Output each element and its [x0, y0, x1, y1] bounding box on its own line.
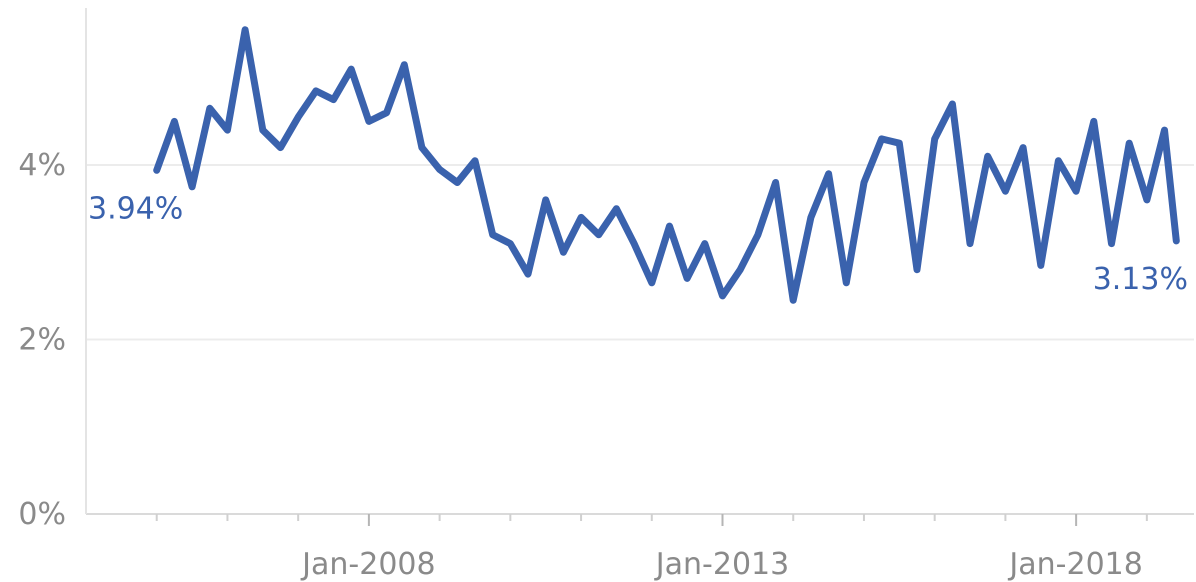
data-point: [701, 240, 708, 247]
data-point: [790, 297, 797, 304]
data-point: [666, 223, 673, 230]
data-point: [454, 179, 461, 186]
data-point: [1090, 118, 1097, 125]
data-point: [1020, 144, 1027, 151]
data-point: [931, 135, 938, 142]
y-tick-label: 0%: [18, 497, 66, 532]
data-point: [772, 179, 779, 186]
y-tick-label: 2%: [18, 323, 66, 358]
data-point: [737, 266, 744, 273]
data-point: [295, 114, 302, 121]
data-point: [365, 118, 372, 125]
data-point: [613, 205, 620, 212]
data-point: [153, 167, 160, 174]
data-point: [560, 249, 567, 256]
data-point: [719, 292, 726, 299]
data-point: [1161, 127, 1168, 134]
data-point: [1143, 196, 1150, 203]
y-tick-labels: 0% 2% 4%: [18, 148, 66, 532]
data-point: [878, 135, 885, 142]
data-point: [401, 61, 408, 68]
data-point: [507, 240, 514, 247]
data-point: [436, 166, 443, 173]
data-point: [242, 26, 249, 33]
data-point: [595, 231, 602, 238]
data-point: [1173, 237, 1180, 244]
data-point: [843, 279, 850, 286]
data-point: [1002, 188, 1009, 195]
data-point: [348, 66, 355, 73]
data-point: [754, 231, 761, 238]
data-point: [259, 127, 266, 134]
data-point: [825, 170, 832, 177]
data-point: [578, 214, 585, 221]
data-point: [1055, 157, 1062, 164]
data-point: [224, 127, 231, 134]
data-point: [489, 231, 496, 238]
data-point: [914, 266, 921, 273]
data-point: [1073, 188, 1080, 195]
x-tick-label: Jan-2013: [654, 547, 789, 582]
data-point: [1108, 240, 1115, 247]
series-layer: [153, 26, 1180, 304]
data-point: [631, 240, 638, 247]
x-tick-label: Jan-2018: [1007, 547, 1142, 582]
x-ticks: [155, 514, 1148, 526]
data-point: [525, 271, 532, 278]
gridlines: [86, 164, 1194, 341]
data-point: [383, 109, 390, 116]
data-point: [542, 196, 549, 203]
start-value-label: 3.94%: [88, 191, 183, 226]
data-point: [418, 144, 425, 151]
data-point: [807, 214, 814, 221]
data-point: [984, 153, 991, 160]
data-point: [684, 275, 691, 282]
data-point: [189, 183, 196, 190]
data-point: [648, 279, 655, 286]
x-tick-label: Jan-2008: [300, 547, 435, 582]
data-point: [896, 140, 903, 147]
data-point: [861, 179, 868, 186]
end-value-label: 3.13%: [1093, 262, 1188, 297]
data-point: [967, 240, 974, 247]
data-point: [277, 144, 284, 151]
data-point: [330, 96, 337, 103]
data-point: [312, 87, 319, 94]
x-tick-labels: Jan-2008 Jan-2013 Jan-2018: [300, 547, 1143, 582]
data-point: [949, 101, 956, 108]
data-point: [472, 157, 479, 164]
data-point: [1126, 140, 1133, 147]
data-point: [1037, 262, 1044, 269]
series-line: [153, 26, 1180, 304]
data-point: [171, 118, 178, 125]
data-point: [206, 105, 213, 112]
y-tick-label: 4%: [18, 148, 66, 183]
